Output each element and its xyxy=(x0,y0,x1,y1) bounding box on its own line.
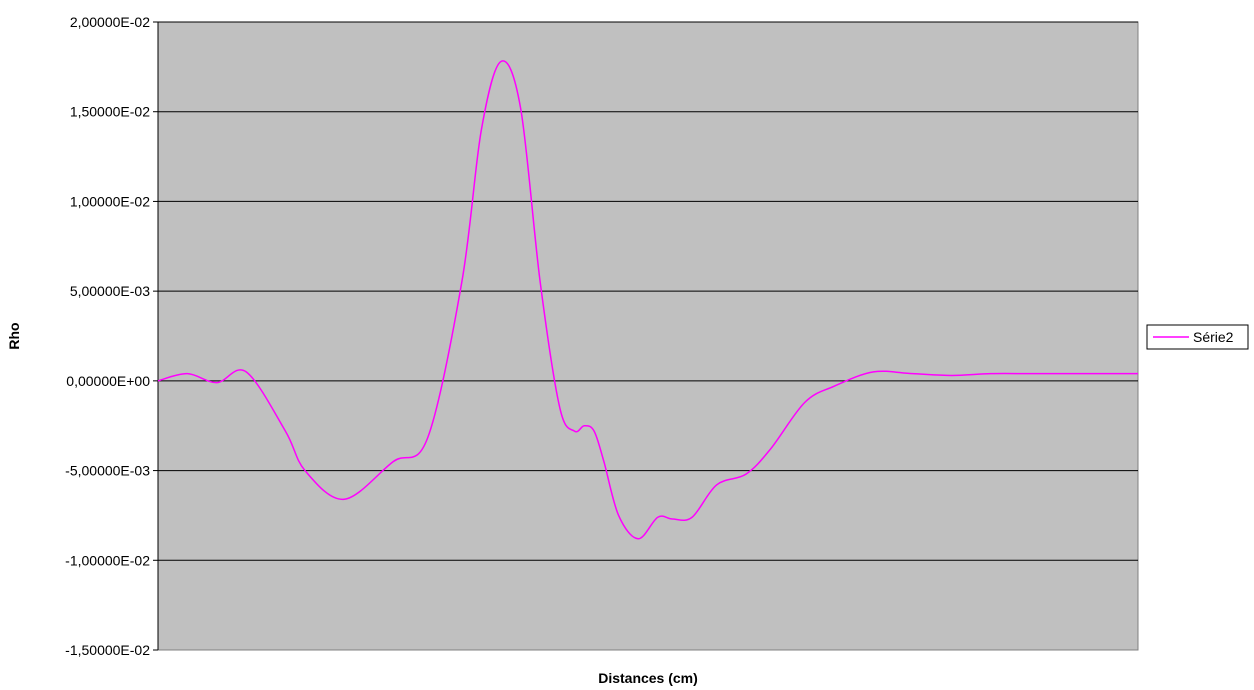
legend: Série2 xyxy=(1146,324,1249,350)
y-tick-label: -5,00000E-03 xyxy=(65,463,150,479)
legend-label: Série2 xyxy=(1193,329,1234,345)
y-tick-label: 5,00000E-03 xyxy=(70,283,150,299)
y-tick-label: 1,50000E-02 xyxy=(70,104,150,120)
series-layer xyxy=(157,60,1138,540)
y-tick-label: -1,50000E-02 xyxy=(65,642,150,658)
plot-area xyxy=(157,21,1139,651)
y-axis-ticks: 2,00000E-02 1,50000E-02 1,00000E-02 5,00000… xyxy=(65,14,158,658)
gridlines xyxy=(158,21,1138,561)
y-tick-label: 0,00000E+00 xyxy=(66,373,150,389)
y-tick-label: 2,00000E-02 xyxy=(70,14,150,30)
y-axis-title: Rho xyxy=(6,322,22,349)
x-axis-title: Distances (cm) xyxy=(598,670,698,686)
y-tick-label: 1,00000E-02 xyxy=(70,193,150,209)
series-line xyxy=(157,60,1138,540)
y-tick-label: -1,00000E-02 xyxy=(65,552,150,568)
